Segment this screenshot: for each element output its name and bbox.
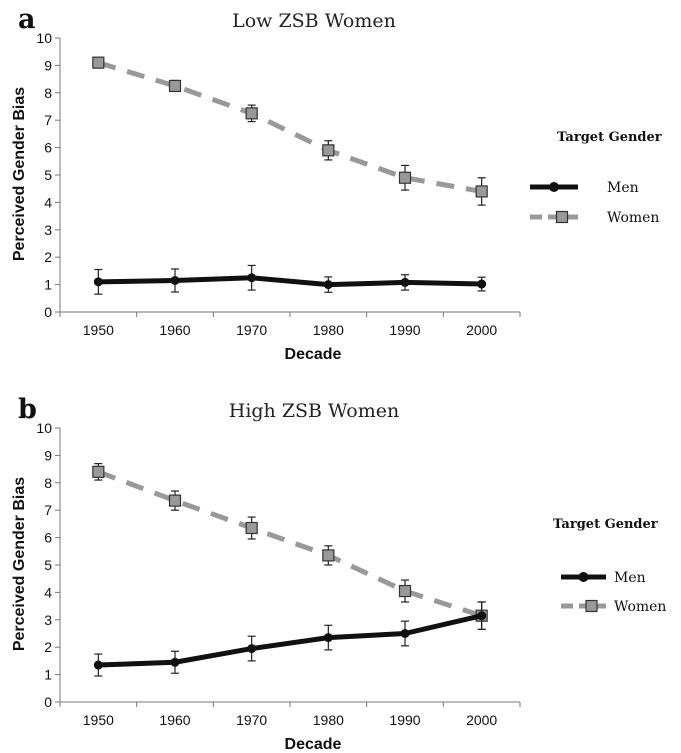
panel-b: b High ZSB Women Decade Perceived Gender… [11,394,666,753]
x-tick-label: 1950 [83,712,114,728]
legend-title: Target Gender [557,130,662,145]
panel-letter: a [18,4,36,35]
y-tick-label: 0 [44,304,52,320]
legend-label-men: Men [614,570,646,586]
y-tick-label: 9 [44,57,52,73]
legend-label-women: Women [607,210,659,226]
y-tick-label: 3 [44,222,52,238]
y-tick-label: 1 [44,277,52,293]
x-tick-label: 1960 [159,712,190,728]
x-tick-label: 2000 [466,712,497,728]
x-tick-label: 1950 [83,322,114,338]
y-tick-label: 7 [44,502,52,518]
data-point-women [92,465,105,478]
data-point-women [322,144,335,157]
x-tick-label: 1990 [389,712,420,728]
data-point-men [247,273,257,283]
legend-label-men: Men [607,180,639,196]
y-tick-label: 6 [44,140,52,156]
data-point-women [92,56,105,69]
x-axis-label: Decade [285,346,342,363]
legend-marker-men [578,572,589,582]
y-tick-label: 0 [44,694,52,710]
legend-label-women: Women [614,599,666,615]
data-point-women [168,494,182,507]
data-point-men [170,275,180,285]
y-tick-label: 3 [44,612,52,628]
data-point-men [400,629,410,638]
y-tick-label: 8 [44,85,52,101]
legend-title: Target Gender [553,517,658,532]
series-line-women [97,60,483,194]
y-tick-label: 4 [44,584,52,600]
legend-marker-women [555,210,569,224]
y-tick-label: 2 [44,249,52,265]
y-tick-label: 6 [44,530,52,546]
x-tick-label: 1970 [236,322,267,338]
y-tick-label: 10 [36,420,52,436]
x-axis-label: Decade [285,736,342,753]
y-axis-label: Perceived Gender Bias [11,477,28,651]
x-tick-label: 1980 [313,322,344,338]
data-point-men [323,633,333,643]
data-point-men [323,280,333,290]
data-point-women [245,107,258,120]
data-point-women [398,171,412,184]
data-point-men [93,660,103,670]
data-point-men [477,279,487,289]
x-tick-label: 2000 [466,322,497,338]
legend-marker-men [549,182,559,192]
data-point-women [398,584,412,598]
legend-marker-women [585,599,598,613]
y-tick-label: 7 [44,112,52,128]
y-tick-label: 2 [44,639,52,655]
x-tick-label: 1990 [389,322,420,338]
y-tick-label: 10 [36,30,52,46]
chart-title: High ZSB Women [229,400,399,422]
x-tick-label: 1960 [159,322,190,338]
data-point-men [400,277,410,287]
x-tick-label: 1970 [236,712,267,728]
y-tick-label: 8 [44,475,52,491]
data-point-women [475,185,488,198]
series-line-men [98,613,483,668]
data-point-men [247,644,257,654]
x-tick-label: 1980 [313,712,344,728]
series-line-women [97,469,483,619]
y-axis-label: Perceived Gender Bias [11,87,28,261]
panel-a: a Low ZSB Women Decade Perceived Gender … [11,4,662,363]
data-point-men [93,277,103,287]
data-point-men [477,611,487,621]
y-tick-label: 9 [44,447,52,463]
y-tick-label: 5 [44,557,52,573]
data-point-women [168,79,182,93]
series-line-men [98,275,482,288]
y-tick-label: 4 [44,194,52,210]
data-point-men [170,657,180,667]
y-tick-label: 1 [44,667,52,683]
panel-letter: b [18,394,37,425]
data-point-women [245,521,258,535]
chart-title: Low ZSB Women [232,10,396,32]
data-point-women [322,549,335,562]
y-tick-label: 5 [44,167,52,183]
